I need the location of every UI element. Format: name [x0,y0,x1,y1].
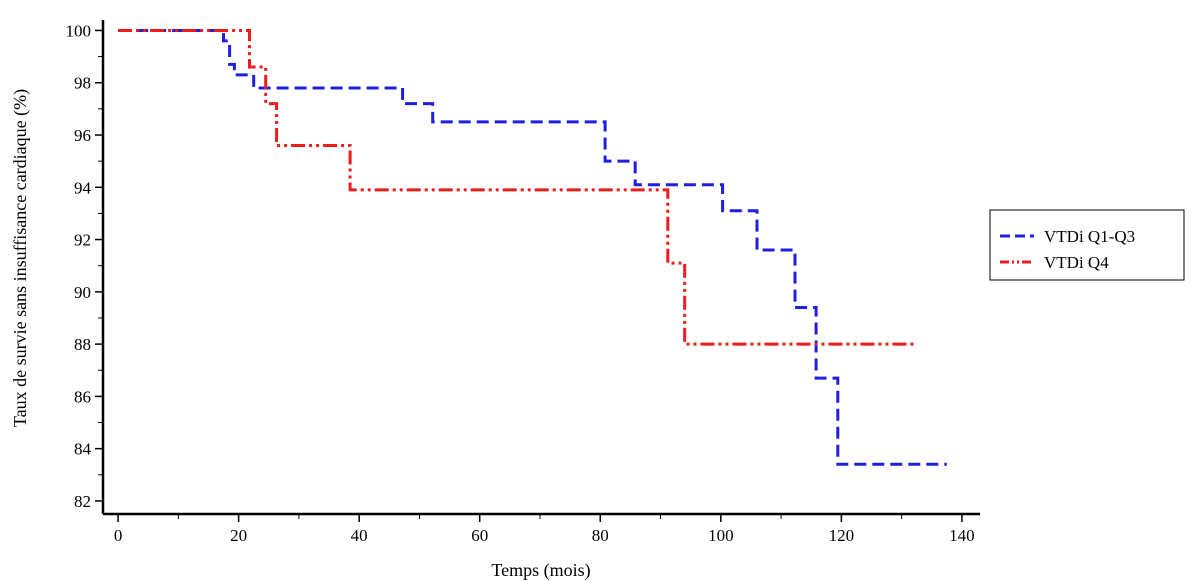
x-tick-label: 80 [592,526,609,545]
legend-label-vtdi-q1-q3: VTDi Q1-Q3 [1044,227,1135,246]
y-tick-label: 86 [74,387,91,406]
legend-box [989,209,1185,281]
legend: VTDi Q1-Q3 VTDi Q4 [989,209,1185,281]
y-tick-label: 88 [74,335,91,354]
series-line-vtdi-q4 [118,29,914,346]
y-ticks: 82 84 86 88 90 92 94 96 98 100 [66,21,103,511]
x-tick-label: 40 [351,526,368,545]
y-tick-label: 100 [66,21,92,40]
y-tick-label: 82 [74,492,91,511]
x-tick-label: 140 [949,526,975,545]
x-ticks: 0 20 40 60 80 100 120 140 [114,514,975,545]
y-axis-title: Taux de survie sans insuffisance cardiaq… [10,89,31,427]
x-tick-label: 20 [230,526,247,545]
x-tick-label: 60 [471,526,488,545]
y-tick-label: 84 [74,440,92,459]
y-tick-label: 96 [74,126,91,145]
x-tick-label: 100 [708,526,734,545]
y-tick-label: 90 [74,283,91,302]
x-axis-title: Temps (mois) [491,560,590,581]
legend-label-vtdi-q4: VTDi Q4 [1044,253,1109,272]
series-layer [118,29,947,466]
y-tick-label: 92 [74,231,91,250]
y-tick-label: 94 [74,178,92,197]
plot-area: 82 84 86 88 90 92 94 96 98 100 0 20 40 60 80 100 120 140 [66,20,980,545]
series-line-vtdi-q1-q3 [118,29,947,466]
y-tick-label: 98 [74,74,91,93]
x-tick-label: 0 [114,526,123,545]
x-tick-label: 120 [829,526,855,545]
